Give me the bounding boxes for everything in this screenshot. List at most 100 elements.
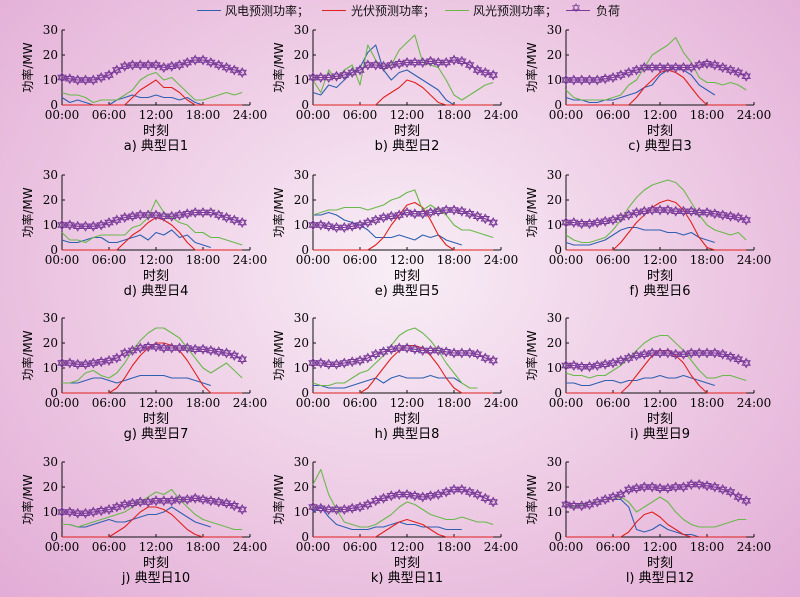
y-tick-label: 30 <box>547 455 562 469</box>
load-marker <box>639 205 650 217</box>
load-marker <box>370 59 381 71</box>
series-line-pv <box>313 79 494 106</box>
x-tick-label: 12:00 <box>643 540 678 554</box>
load-marker <box>741 214 751 226</box>
load-marker <box>206 344 216 356</box>
load-marker <box>159 495 169 507</box>
load-marker <box>647 481 657 493</box>
load-marker <box>616 488 626 500</box>
x-tick-label: 00:00 <box>549 396 584 410</box>
load-marker <box>472 210 483 222</box>
load-marker <box>378 492 389 504</box>
load-marker <box>472 488 483 500</box>
load-marker <box>213 59 224 71</box>
load-marker <box>425 344 436 356</box>
x-tick-label: 12:00 <box>643 396 678 410</box>
series-line-wind <box>566 374 715 387</box>
legend-label-wind: 风电预测功率； <box>225 4 310 18</box>
y-tick-label: 20 <box>547 193 562 207</box>
load-marker <box>592 74 603 86</box>
load-marker <box>198 54 208 66</box>
chart-panel-11: 0 10 20 30 00:00 06:00 12:00 18:00 24:00 时刻 功率/MW k… <box>271 455 518 586</box>
load-marker <box>694 478 704 490</box>
chart-panel-5: 0 10 20 30 00:00 06:00 12:00 18:00 24:00 时刻 功率/MW e… <box>271 168 518 299</box>
series-line-wind <box>565 66 716 104</box>
load-marker <box>694 59 704 71</box>
y-tick-label: 30 <box>294 455 309 469</box>
load-marker <box>464 208 475 220</box>
load-marker <box>686 347 697 359</box>
load-marker <box>425 55 436 67</box>
load-marker <box>119 347 130 359</box>
load-marker <box>417 208 428 220</box>
load-marker <box>678 205 689 217</box>
series-line-wind <box>565 226 715 246</box>
load-marker <box>80 507 91 519</box>
y-axis-label: 功率/MW <box>20 330 35 380</box>
x-tick-label: 06:00 <box>343 108 378 122</box>
chart-panel-9: 0 10 20 30 00:00 06:00 12:00 18:00 24:00 时刻 功率/MW i… <box>524 311 771 442</box>
series-line-wpv <box>61 199 243 246</box>
load-marker <box>561 359 571 371</box>
load-marker <box>464 347 475 359</box>
load-marker <box>449 347 459 359</box>
load-marker <box>472 348 483 360</box>
x-axis-label: 时刻 <box>143 556 169 571</box>
load-marker <box>663 347 673 359</box>
load-marker <box>229 500 240 512</box>
load-marker <box>717 61 728 73</box>
x-tick-label: 24:00 <box>737 540 772 554</box>
x-tick-label: 12:00 <box>139 396 174 410</box>
load-marker <box>363 59 373 71</box>
load-marker <box>717 483 728 495</box>
load-marker <box>386 343 397 355</box>
load-marker <box>410 490 420 502</box>
load-marker <box>655 204 665 216</box>
load-marker <box>182 342 193 354</box>
x-tick-label: 18:00 <box>186 108 221 122</box>
chart-panel-12: 0 10 20 30 00:00 06:00 12:00 18:00 24:00 时刻 功率/MW l… <box>524 455 771 586</box>
load-marker <box>190 492 200 504</box>
y-tick-label: 10 <box>547 218 562 232</box>
x-tick-label: 06:00 <box>343 396 378 410</box>
load-marker <box>386 210 397 222</box>
chart-title: g) 典型日7 <box>124 427 189 442</box>
load-marker <box>80 358 91 370</box>
x-tick-label: 12:00 <box>643 108 678 122</box>
load-marker <box>355 501 365 513</box>
load-marker <box>569 216 579 228</box>
load-marker <box>488 496 498 508</box>
load-marker <box>631 206 642 218</box>
y-tick-label: 0 <box>301 98 309 112</box>
load-marker <box>472 64 483 76</box>
load-marker <box>237 353 247 365</box>
load-marker <box>347 502 357 514</box>
load-marker <box>600 358 610 370</box>
load-marker <box>592 359 603 371</box>
load-marker <box>480 352 491 364</box>
y-tick-label: 0 <box>554 98 562 112</box>
load-marker <box>127 210 138 222</box>
load-marker <box>363 498 373 510</box>
series-line-pv <box>566 69 747 106</box>
y-tick-label: 10 <box>294 73 309 87</box>
series-line-wind <box>312 44 462 106</box>
x-axis-label: 时刻 <box>143 124 169 139</box>
load-marker <box>600 493 610 505</box>
load-marker <box>425 206 436 218</box>
y-tick-label: 10 <box>547 361 562 375</box>
load-marker <box>308 71 318 83</box>
x-tick-label: 24:00 <box>233 108 268 122</box>
load-marker <box>623 483 634 495</box>
y-tick-label: 30 <box>43 455 58 469</box>
load-marker <box>402 56 412 68</box>
load-marker <box>449 483 459 495</box>
y-tick-label: 10 <box>43 505 58 519</box>
load-marker <box>678 61 689 73</box>
x-tick-label: 18:00 <box>186 396 221 410</box>
x-tick-label: 00:00 <box>45 108 80 122</box>
load-marker <box>72 220 83 232</box>
load-marker <box>206 56 216 68</box>
series-line-load <box>566 63 747 81</box>
